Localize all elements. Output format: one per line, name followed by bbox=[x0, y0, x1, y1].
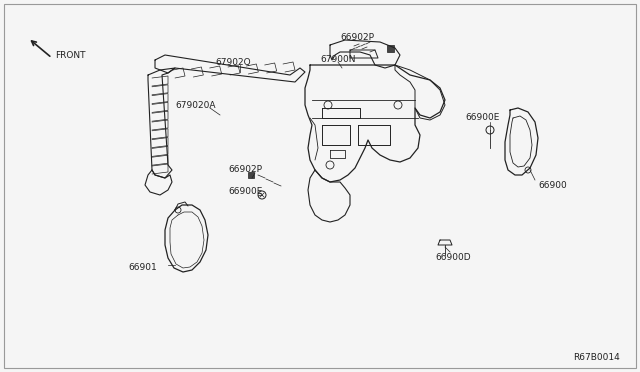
Text: 66900E: 66900E bbox=[465, 113, 499, 122]
Text: 67900N: 67900N bbox=[320, 55, 355, 64]
Text: 66902P: 66902P bbox=[340, 33, 374, 42]
Text: R67B0014: R67B0014 bbox=[573, 353, 620, 362]
Text: 66901: 66901 bbox=[128, 263, 157, 273]
Text: 66900: 66900 bbox=[538, 180, 567, 189]
Text: 679020A: 679020A bbox=[175, 100, 216, 109]
Text: 67902Q: 67902Q bbox=[215, 58, 251, 67]
Text: 66900D: 66900D bbox=[435, 253, 470, 263]
Bar bbox=[248, 172, 254, 178]
Bar bbox=[387, 45, 394, 52]
Text: 66902P: 66902P bbox=[228, 166, 262, 174]
Text: 66900E: 66900E bbox=[228, 187, 262, 196]
Text: FRONT: FRONT bbox=[55, 51, 86, 61]
